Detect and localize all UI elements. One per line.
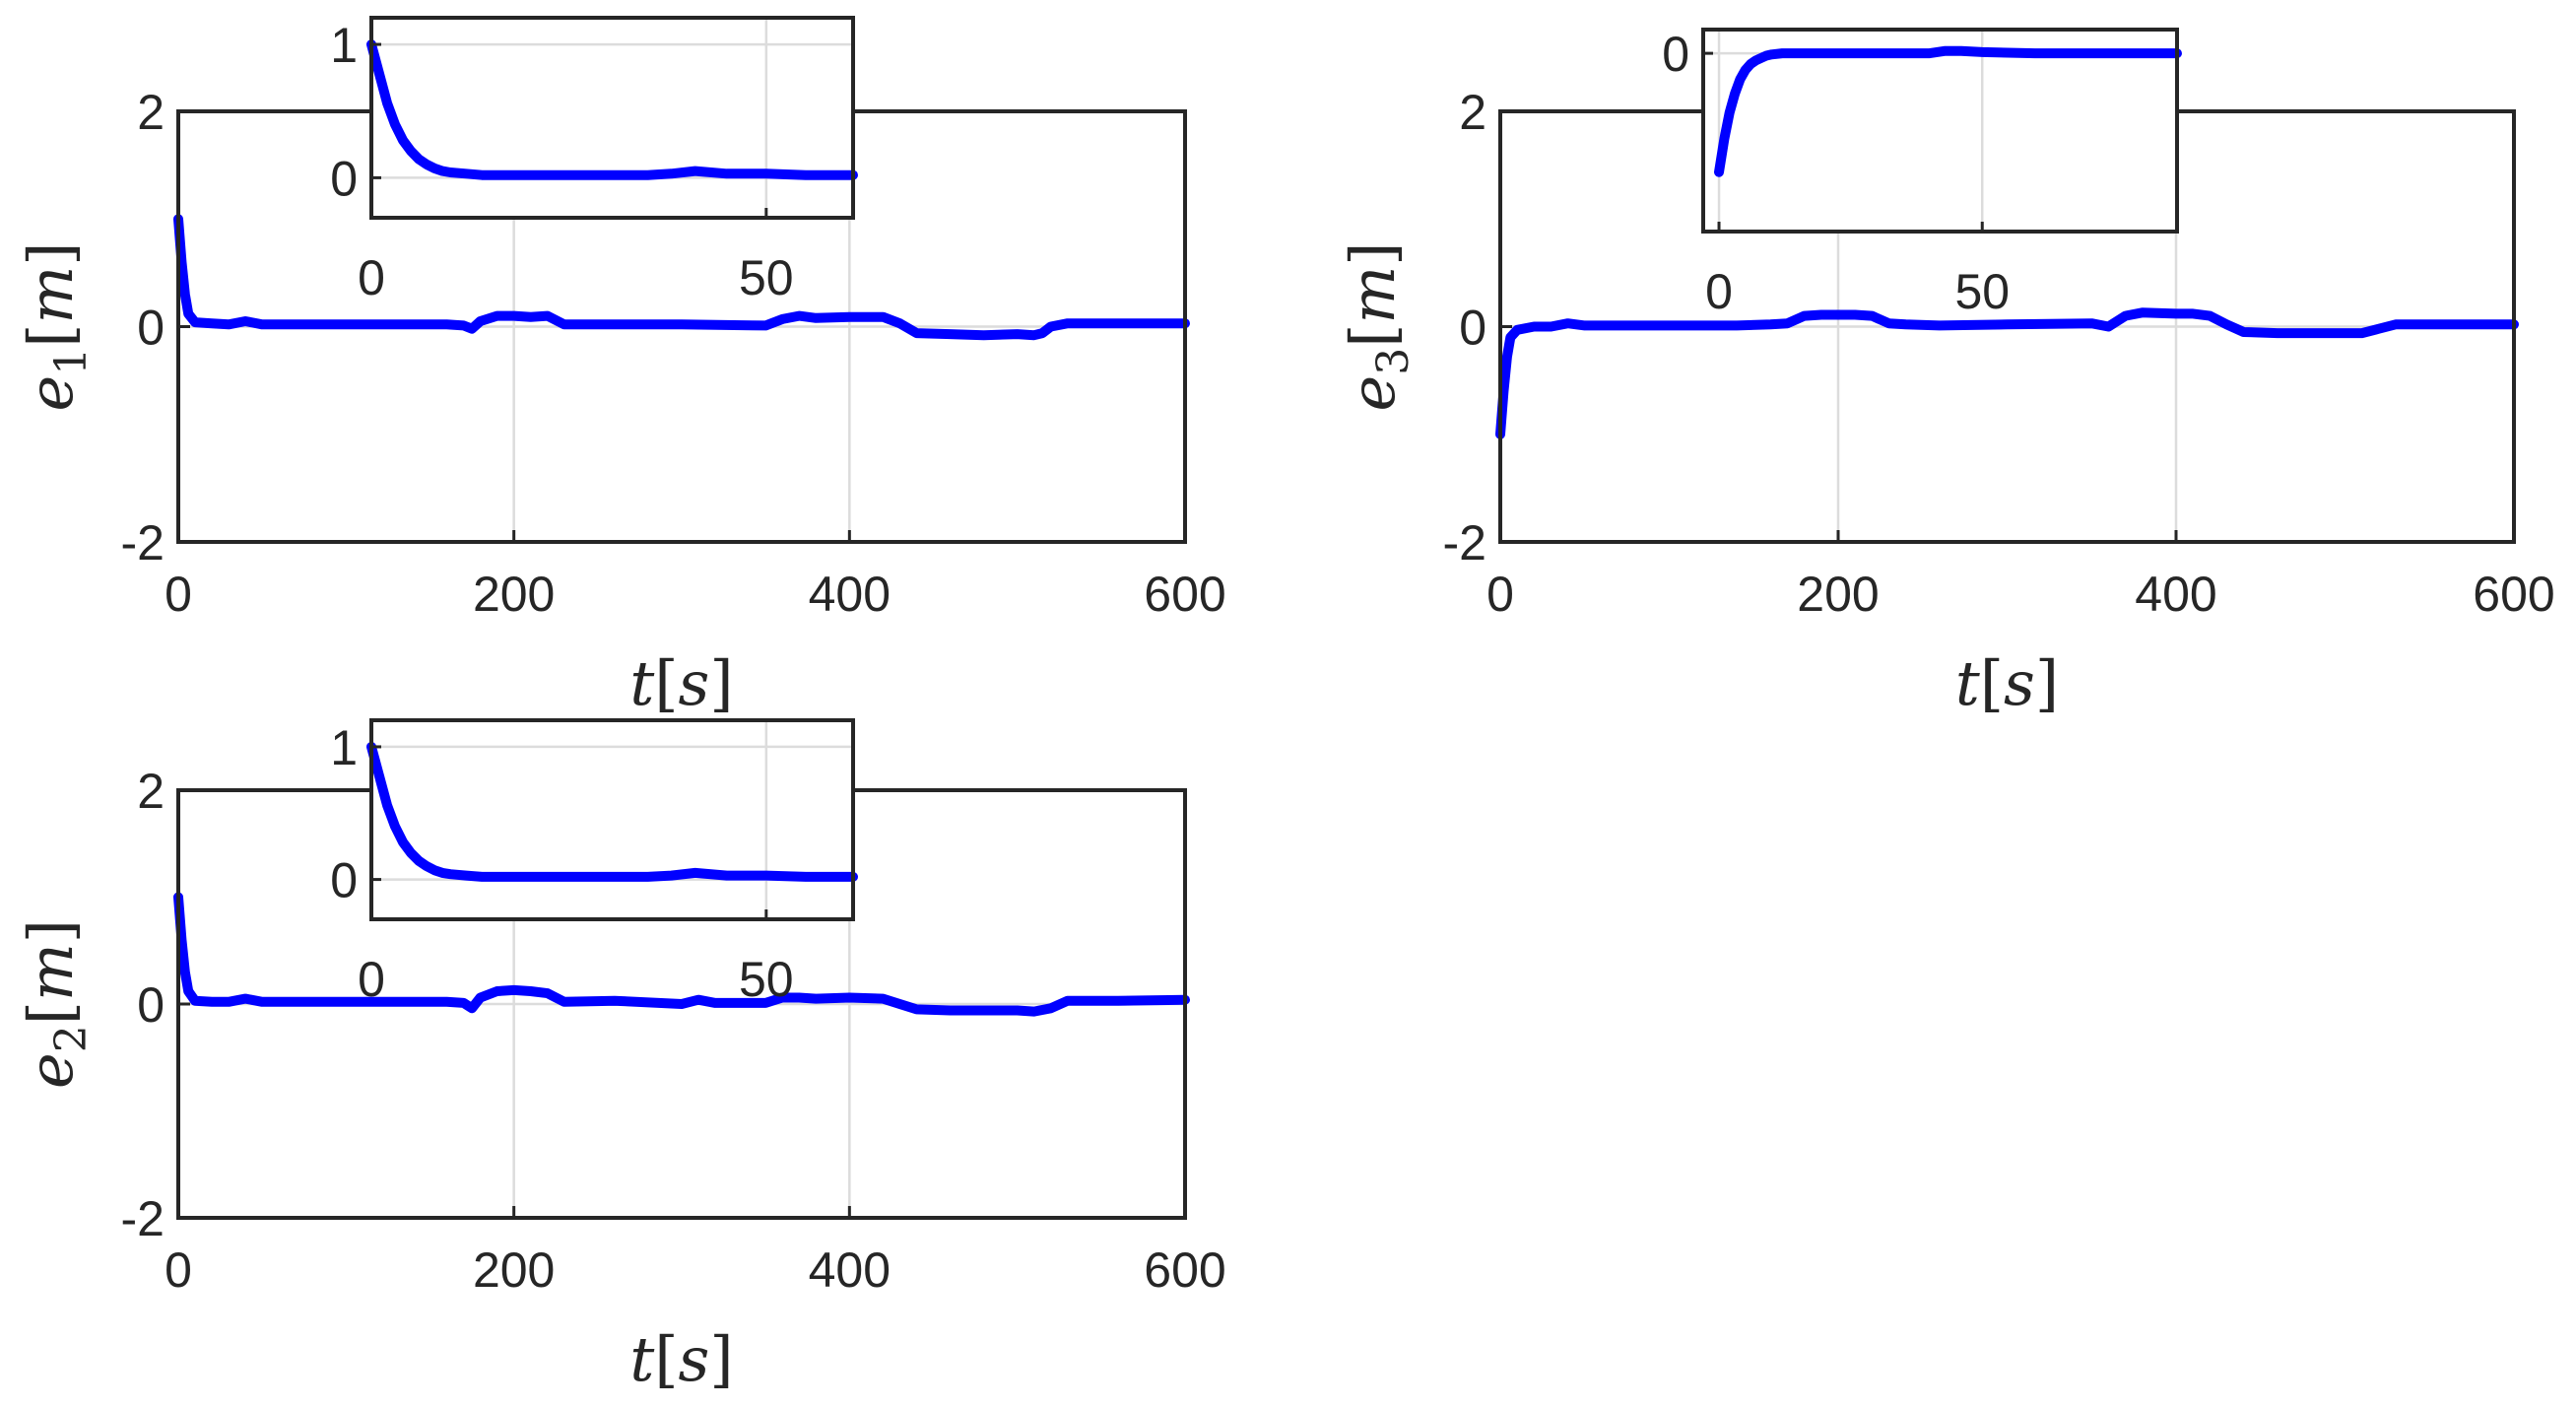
chart-e2-xlabel-unit: s (679, 1323, 710, 1395)
chart-e3-ylabel: e3[m] (1337, 242, 1419, 412)
chart-e2-xtick-label-2: 400 (809, 1242, 891, 1298)
chart-e3-ylabel-bracket-close: ] (1337, 242, 1409, 266)
chart-e3-xlabel: t[s] (1955, 647, 2059, 719)
chart-e2-ylabel-var: e (15, 1052, 87, 1089)
chart-e3-series-line-0 (1495, 307, 2519, 439)
chart-e2-inset-ytick-label-0: 0 (330, 853, 358, 908)
chart-e2-inset: 0 50 0 1 (330, 718, 858, 1007)
chart-e2-ylabel-sub: 2 (46, 1025, 97, 1052)
chart-e3-xlabel-unit: s (2004, 647, 2035, 719)
chart-e1-ylabel-bracket-open: [ (15, 324, 87, 348)
chart-e2-inset-plot-area (369, 718, 855, 921)
chart-e1-inset: 0 50 0 1 (330, 16, 858, 305)
chart-e1-ylabel-bracket-close: ] (15, 242, 87, 266)
chart-e2-xlabel-bracket-open: [ (654, 1323, 678, 1395)
chart-e2-ytick-label-0: -2 (121, 1191, 165, 1246)
chart-e1-xtick-label-3: 600 (1144, 567, 1225, 622)
chart-e2-xlabel: t[s] (629, 1323, 733, 1395)
chart-e1-inset-series-line-0 (366, 39, 858, 180)
chart-e1-inset-xtick-label-0: 0 (358, 250, 385, 305)
chart-e2-inset-ytick-label-1: 1 (330, 720, 358, 775)
chart-e1-ylabel-var: e (15, 375, 87, 412)
chart-e3-inset-xtick-label-0: 0 (1705, 264, 1733, 319)
chart-e3-ytick-label-2: 2 (1459, 85, 1486, 140)
chart-e1-ytick-label-1: 0 (137, 301, 165, 356)
chart-e2-xtick-label-1: 200 (473, 1242, 555, 1298)
chart-e2-ytick-label-2: 2 (137, 764, 165, 819)
chart-e1-ytick-label-2: 2 (137, 85, 165, 140)
chart-e2-ylabel-bracket-close: ] (15, 919, 87, 943)
chart-e2-series-line-0 (173, 892, 1190, 1017)
chart-e2-inset-series-line-0 (366, 741, 858, 882)
chart-e3-inset-xtick-label-1: 50 (1954, 264, 2010, 319)
chart-e1-xtick-label-2: 400 (809, 567, 891, 622)
chart-e1-xtick-label-0: 0 (165, 567, 192, 622)
chart-e3-xtick-label-0: 0 (1486, 567, 1514, 622)
chart-e3-inset: 0 50 0 (1662, 27, 2182, 319)
chart-e3-xlabel-bracket-close: ] (2035, 647, 2059, 719)
chart-e3-xlabel-var: t (1955, 647, 1980, 719)
chart-e2-ytick-label-1: 0 (137, 977, 165, 1033)
chart-e3-inset-axes-frame (1701, 28, 2179, 234)
chart-e1-inset-ytick-label-1: 1 (330, 18, 358, 73)
chart-e1-xtick-label-1: 200 (473, 567, 555, 622)
chart-e2-ylabel-unit: m (15, 943, 87, 1001)
chart-e3-xtick-label-2: 400 (2135, 567, 2216, 622)
chart-e3-xtick-label-3: 600 (2473, 567, 2554, 622)
chart-e2-inset-xtick-label-0: 0 (358, 952, 385, 1007)
chart-e3-xtick-label-1: 200 (1797, 567, 1879, 622)
chart-e3-ylabel-unit: m (1337, 266, 1409, 324)
chart-e3-inset-ytick-label-0: 0 (1662, 27, 1689, 82)
chart-e2-xtick-label-3: 600 (1144, 1242, 1225, 1298)
chart-e1-ylabel-unit: m (15, 266, 87, 324)
chart-e3-ylabel-sub: 3 (1368, 348, 1419, 375)
chart-e3-xlabel-bracket-open: [ (1980, 647, 2004, 719)
chart-e3-inset-series-line-0 (1714, 45, 2182, 177)
chart-e2-xlabel-bracket-close: ] (709, 1323, 733, 1395)
chart-e1-xlabel-bracket-open: [ (654, 647, 678, 719)
chart-e3-ylabel-var: e (1337, 375, 1409, 412)
chart-e1-inset-axes-frame (369, 16, 855, 220)
chart-e2-xtick-label-0: 0 (165, 1242, 192, 1298)
chart-e3-ytick-label-0: -2 (1443, 515, 1486, 570)
chart-e1-xlabel-bracket-close: ] (709, 647, 733, 719)
chart-e2-xlabel-var: t (629, 1323, 654, 1395)
chart-e1-inset-plot-area (369, 16, 855, 220)
chart-e1-xlabel-var: t (629, 647, 654, 719)
chart-e1-xlabel-unit: s (679, 647, 710, 719)
chart-e1-series-line-0 (173, 214, 1190, 341)
chart-e2-inset-axes-frame (369, 718, 855, 921)
chart-e1-xlabel: t[s] (629, 647, 733, 719)
chart-e3-ylabel-bracket-open: [ (1337, 324, 1409, 348)
chart-e1-ylabel-sub: 1 (46, 348, 97, 375)
chart-e2-inset-xtick-label-1: 50 (739, 952, 794, 1007)
chart-e2-ylabel-bracket-open: [ (15, 1001, 87, 1025)
chart-e1-inset-ytick-label-0: 0 (330, 151, 358, 206)
chart-e1-ytick-label-0: -2 (121, 515, 165, 570)
chart-e3-ytick-label-1: 0 (1459, 301, 1486, 356)
chart-e1-inset-xtick-label-1: 50 (739, 250, 794, 305)
chart-e1-ylabel: e1[m] (15, 242, 97, 412)
chart-e3-inset-plot-area (1701, 28, 2179, 234)
chart-e2-ylabel: e2[m] (15, 919, 97, 1089)
